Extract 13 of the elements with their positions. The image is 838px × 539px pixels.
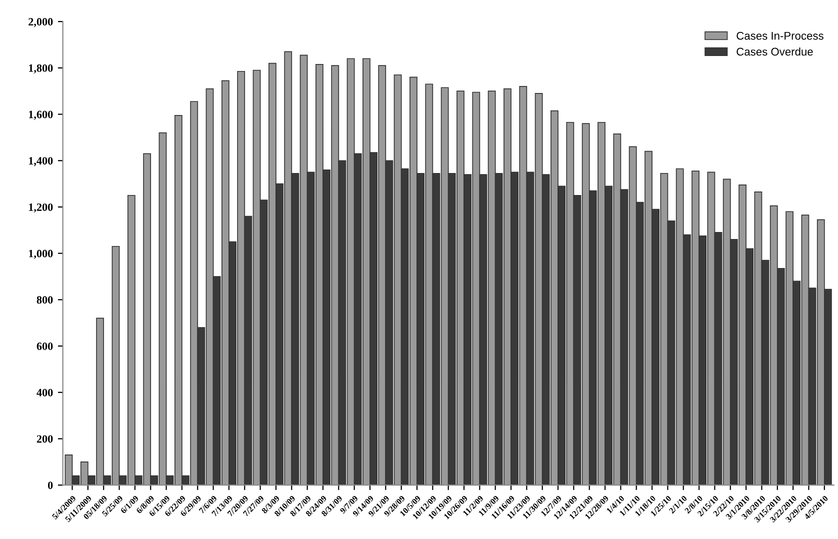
y-tick-label: 2,000 (28, 18, 53, 28)
legend-label: Cases Overdue (736, 47, 813, 56)
y-tick-label: 1,800 (29, 64, 53, 74)
legend-label: Cases In-Process (736, 32, 824, 40)
y-tick-label: 600 (36, 342, 53, 350)
y-tick-label: 400 (36, 388, 53, 396)
y-tick-label: 800 (36, 296, 53, 304)
y-tick-label: 0 (48, 482, 53, 490)
y-tick-label: 1,400 (29, 157, 53, 166)
y-tick-label: 1,600 (29, 110, 53, 120)
y-tick-label: 1,200 (29, 203, 53, 213)
y-tick-label: 1,000 (29, 250, 53, 259)
y-tick-label: 200 (36, 435, 53, 443)
